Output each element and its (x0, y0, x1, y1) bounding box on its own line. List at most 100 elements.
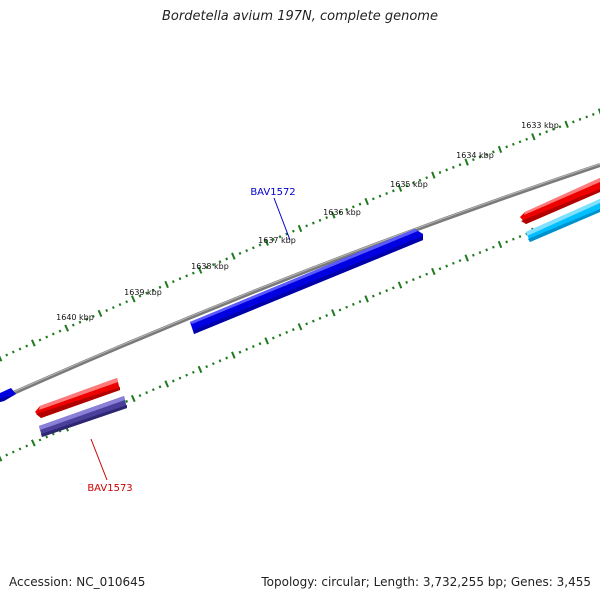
minor-tick (125, 300, 129, 304)
minor-tick (418, 178, 422, 182)
minor-tick (11, 450, 15, 454)
major-tick (0, 455, 3, 462)
minor-tick (258, 243, 262, 247)
minor-tick (185, 373, 189, 377)
minor-tick (425, 272, 429, 276)
minor-tick (218, 260, 222, 264)
major-tick (130, 394, 136, 403)
minor-tick (378, 291, 382, 295)
minor-tick (411, 278, 415, 282)
major-tick (130, 295, 136, 303)
gene-label-BAV1573[interactable]: BAV1573 (87, 483, 132, 494)
minor-tick (305, 322, 309, 326)
minor-tick (445, 264, 449, 268)
major-tick (397, 281, 403, 289)
minor-tick (458, 259, 462, 263)
minor-tick (391, 286, 395, 290)
major-tick (264, 238, 269, 246)
minor-tick (285, 232, 289, 236)
gene-label-BAV1572[interactable]: BAV1572 (250, 187, 295, 198)
minor-tick (125, 399, 129, 403)
minor-tick (238, 350, 242, 354)
minor-tick (478, 251, 482, 255)
minor-tick (351, 205, 355, 209)
minor-tick (18, 447, 22, 451)
gene-reverse-top-right[interactable] (520, 178, 600, 224)
major-tick (397, 184, 403, 192)
minor-tick (338, 210, 342, 214)
major-tick (497, 145, 503, 154)
minor-tick (511, 237, 515, 241)
scale-label: 1634 kbp (456, 151, 494, 160)
minor-tick (211, 263, 215, 267)
minor-tick (145, 391, 149, 395)
minor-tick (318, 316, 322, 320)
minor-tick (178, 376, 182, 380)
minor-tick (405, 184, 409, 188)
minor-tick (211, 362, 215, 366)
minor-tick (491, 245, 495, 249)
major-tick (231, 252, 236, 260)
minor-tick (158, 385, 162, 389)
minor-tick (471, 253, 475, 257)
major-tick (331, 309, 336, 317)
major-tick (297, 224, 303, 233)
minor-tick (358, 202, 362, 206)
accession-text: Accession: NC_010645 (9, 575, 146, 589)
minor-tick (25, 444, 29, 448)
minor-tick (85, 317, 89, 321)
minor-tick (78, 320, 82, 324)
minor-tick (245, 347, 249, 351)
minor-tick (551, 127, 555, 131)
gene-reverse-purple[interactable] (39, 396, 127, 437)
major-tick (331, 211, 336, 219)
minor-tick (11, 350, 15, 354)
minor-tick (391, 189, 395, 193)
minor-tick (151, 288, 155, 292)
minor-tick (325, 314, 329, 317)
minor-tick (51, 432, 55, 436)
gene-BAV1573[interactable] (35, 378, 120, 418)
gene-reverse-cyan[interactable] (526, 199, 600, 242)
major-tick (364, 197, 369, 206)
minor-tick (585, 115, 589, 119)
major-tick (0, 355, 3, 362)
minor-tick (158, 285, 162, 289)
minor-tick (411, 181, 415, 185)
minor-tick (578, 117, 582, 121)
minor-tick (105, 309, 109, 312)
minor-tick (151, 388, 155, 392)
minor-tick (491, 150, 495, 154)
minor-tick (385, 289, 389, 293)
minor-tick (185, 274, 189, 278)
genome-backbone (0, 163, 600, 401)
minor-tick (471, 158, 475, 162)
major-tick (564, 120, 569, 128)
minor-tick (385, 192, 389, 195)
minor-tick (58, 329, 62, 333)
major-tick (597, 108, 600, 115)
major-tick (364, 295, 369, 303)
inner-tick-ring (0, 201, 600, 462)
minor-tick (205, 265, 209, 269)
minor-tick (591, 112, 595, 116)
minor-tick (338, 308, 342, 312)
minor-tick (351, 302, 355, 306)
minor-tick (538, 132, 542, 136)
minor-tick (311, 319, 315, 323)
minor-tick (191, 370, 195, 374)
gene-forward-left-edge[interactable] (0, 388, 16, 402)
major-tick (197, 365, 203, 374)
major-tick (197, 266, 203, 274)
minor-tick (45, 335, 49, 339)
minor-tick (571, 120, 575, 124)
minor-tick (291, 229, 295, 233)
minor-tick (238, 251, 242, 255)
minor-tick (258, 342, 262, 346)
gene-BAV1572[interactable] (190, 229, 423, 334)
minor-tick (485, 248, 489, 252)
minor-tick (71, 323, 75, 327)
page-title: Bordetella avium 197N, complete genome (162, 9, 438, 24)
major-tick (30, 439, 36, 447)
scale-label: 1633 kbp (521, 121, 559, 130)
